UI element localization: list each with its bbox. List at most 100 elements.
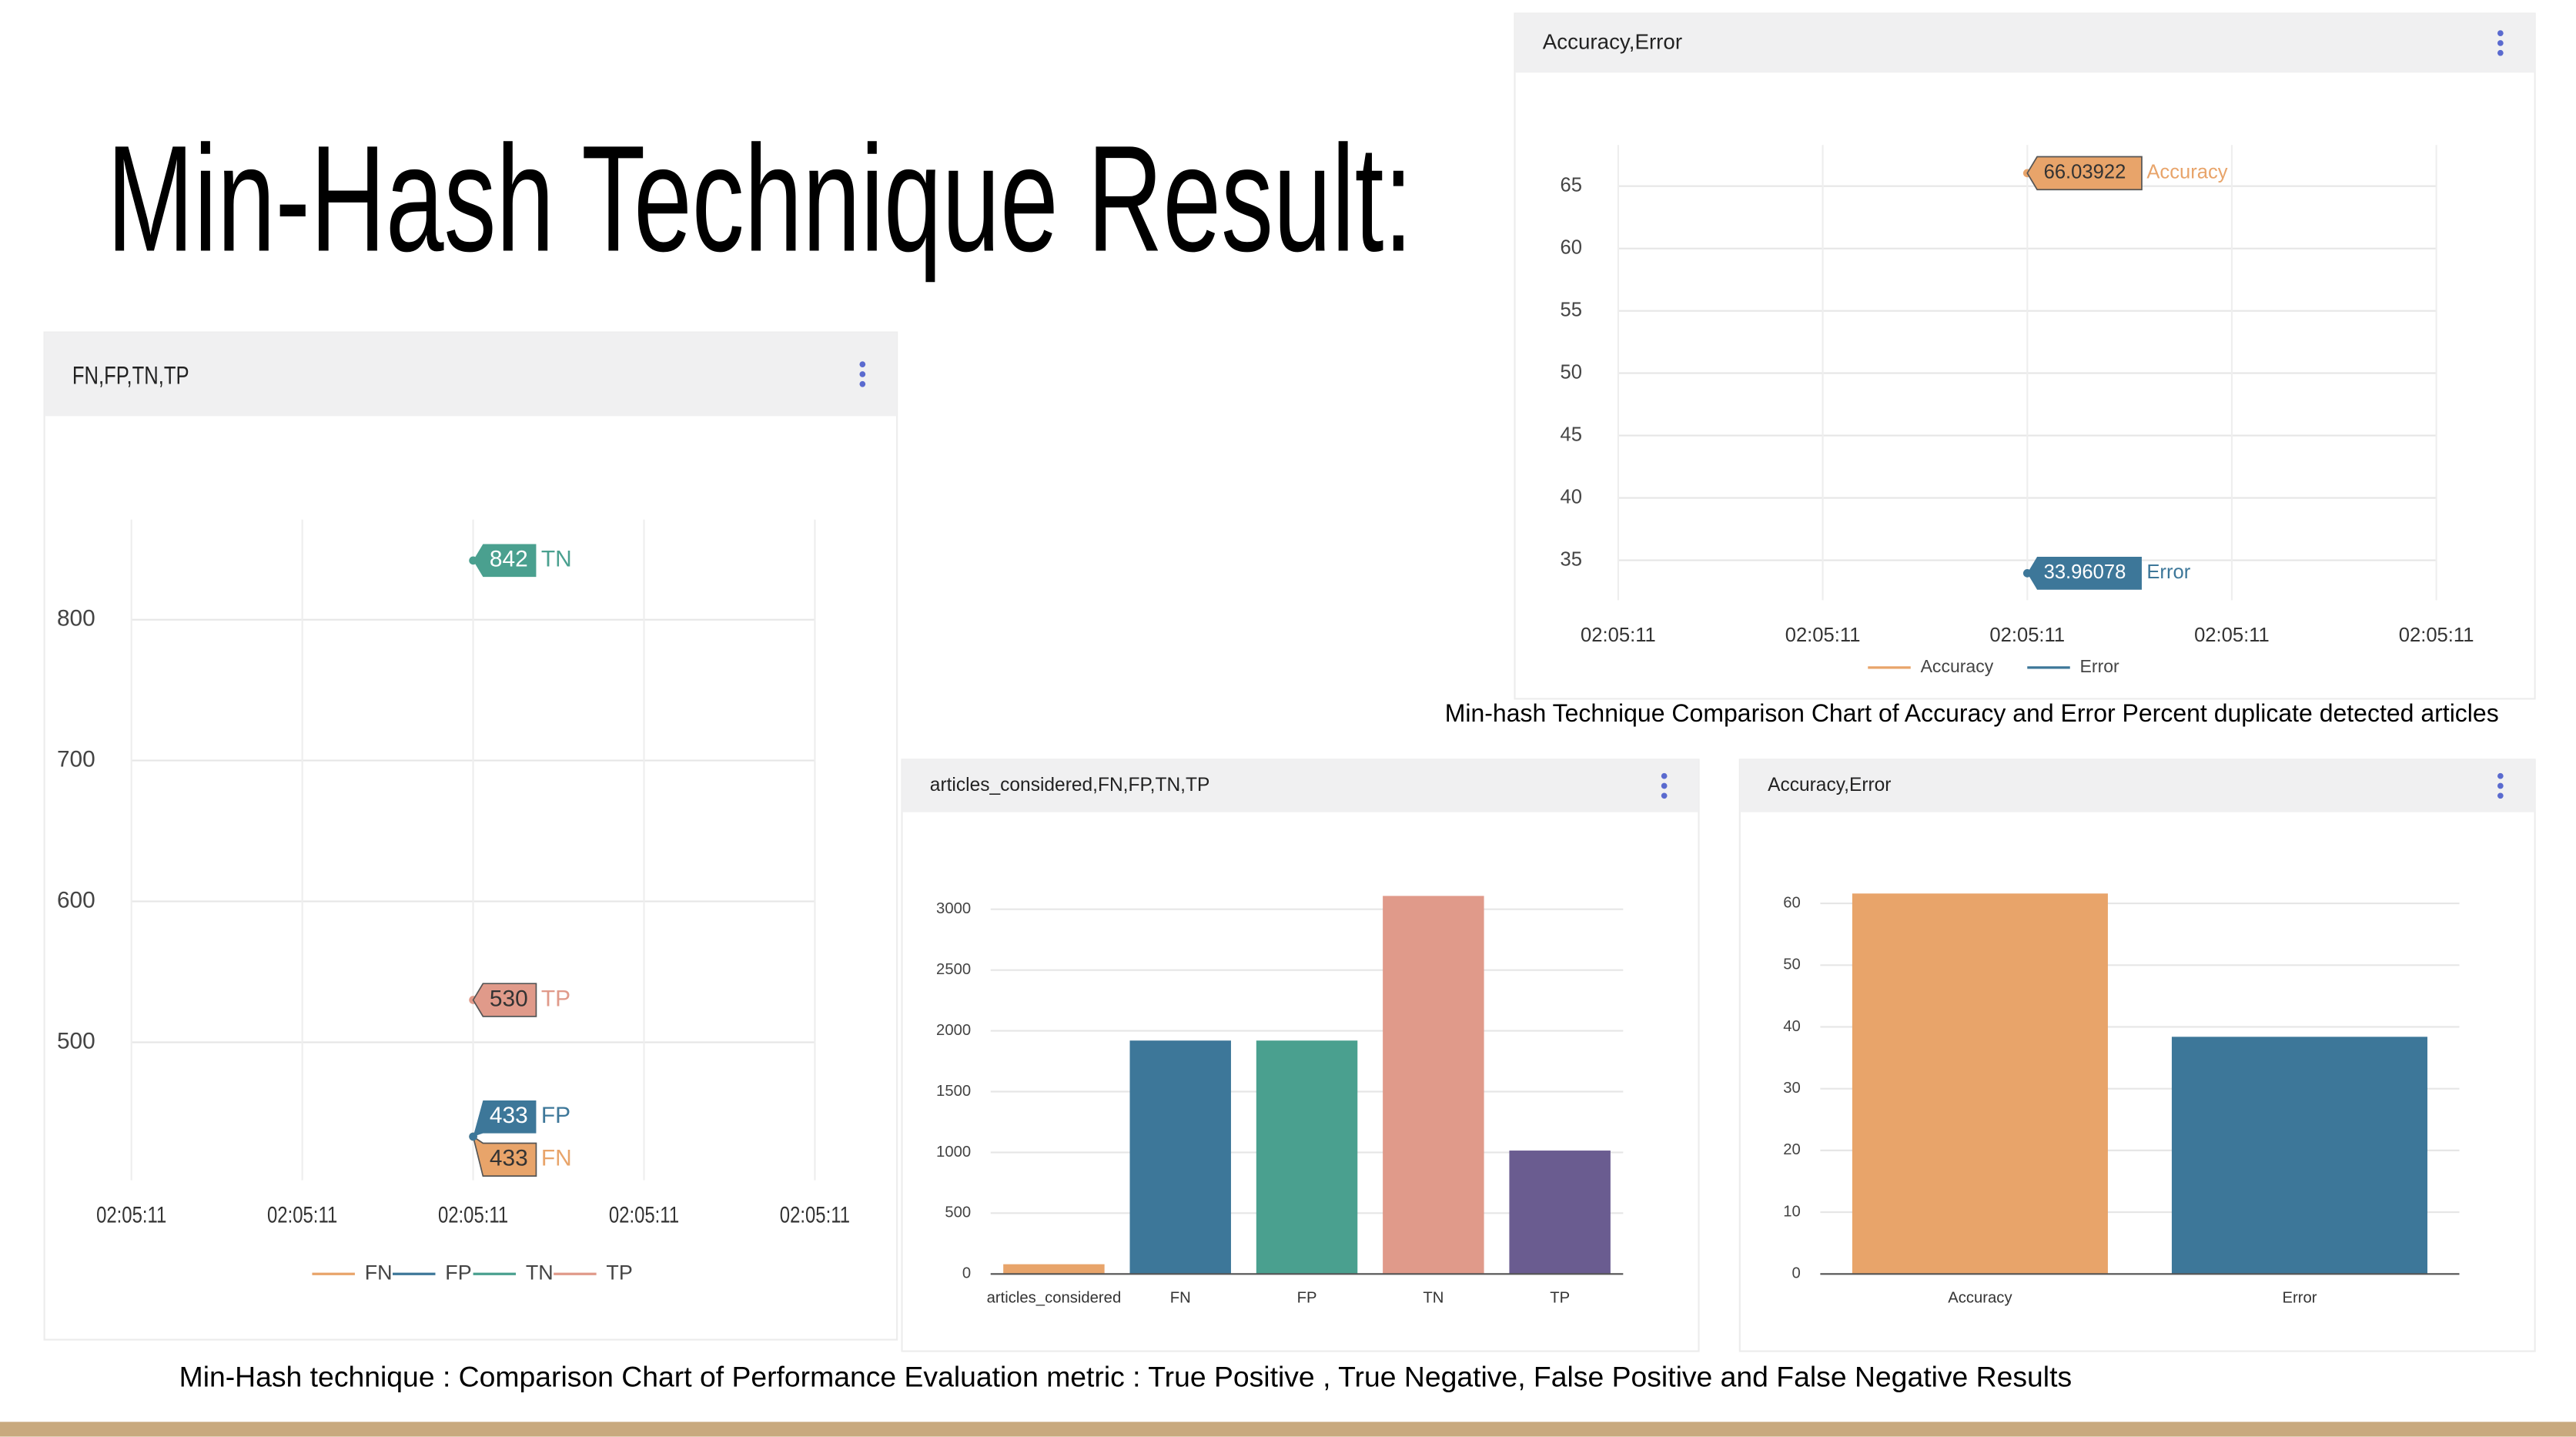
series-label: TN — [541, 547, 572, 572]
bar — [1256, 1040, 1358, 1275]
menu-dot — [2497, 49, 2504, 56]
menu-dot — [2497, 30, 2504, 36]
value-label: 530 — [490, 986, 528, 1011]
bar — [1129, 1040, 1231, 1275]
panel-title: Accuracy,Error — [1768, 775, 1891, 796]
series-label: Accuracy — [2146, 162, 2227, 183]
panel-title: Accuracy,Error — [1543, 29, 1682, 53]
bar — [1509, 1151, 1611, 1275]
caption: Min-hash Technique Comparison Chart of A… — [1445, 699, 2499, 727]
legend-label: FN — [365, 1261, 393, 1284]
menu-dot — [2497, 782, 2504, 789]
value-label-box — [473, 544, 537, 578]
value-label: 842 — [490, 547, 528, 572]
x-tick-label: 02:05:11 — [2399, 625, 2474, 646]
panel-header — [1514, 13, 2535, 73]
value-label-box — [472, 1134, 537, 1177]
bar — [1852, 893, 2108, 1275]
y-tick-label: 35 — [1561, 548, 1582, 570]
value-label: 433 — [490, 1103, 528, 1128]
x-tick-label: FN — [1170, 1290, 1191, 1307]
value-label: 433 — [490, 1146, 528, 1171]
value-label-box — [472, 983, 537, 1017]
menu-dot — [859, 361, 866, 367]
series-label: Error — [2146, 561, 2190, 583]
legend-label: TP — [606, 1261, 632, 1284]
y-tick-label: 50 — [1783, 956, 1801, 973]
bar — [1003, 1264, 1105, 1275]
menu-dot — [859, 380, 866, 387]
value-label-box — [2026, 156, 2143, 191]
menu-dot — [859, 371, 866, 377]
y-tick-label: 45 — [1561, 424, 1582, 445]
series-label: TP — [541, 986, 570, 1011]
y-tick-label: 1000 — [936, 1144, 971, 1161]
x-tick-label: 02:05:11 — [1785, 625, 1861, 646]
x-tick-label: 02:05:11 — [2194, 625, 2270, 646]
slide-title: Min-Hash Technique Result: — [107, 113, 1413, 283]
y-tick-label: 60 — [1561, 236, 1582, 258]
panel — [43, 331, 898, 1341]
x-tick-label: articles_considered — [987, 1290, 1122, 1307]
y-tick-label: 2500 — [936, 961, 971, 978]
y-tick-label: 600 — [57, 887, 95, 913]
x-tick-label: 02:05:11 — [609, 1202, 679, 1228]
legend-label: TN — [526, 1261, 554, 1284]
caption: Min-Hash technique : Comparison Chart of… — [179, 1361, 2073, 1393]
menu-dot — [1661, 772, 1668, 779]
x-tick-label: FP — [1297, 1290, 1317, 1307]
series-label: FP — [541, 1103, 570, 1128]
value-label: 33.96078 — [2044, 561, 2126, 583]
x-tick-label: 02:05:11 — [438, 1202, 508, 1228]
panel-title: articles_considered,FN,FP,TN,TP — [930, 775, 1210, 796]
x-tick-label: TN — [1423, 1290, 1444, 1307]
bar — [2171, 1037, 2427, 1275]
y-tick-label: 700 — [57, 746, 95, 772]
y-tick-label: 40 — [1783, 1018, 1801, 1035]
y-tick-label: 60 — [1783, 894, 1801, 911]
menu-dot — [1661, 782, 1668, 789]
footer-band — [0, 1422, 2576, 1437]
panel-header — [902, 759, 1699, 812]
panel-header — [1739, 759, 2535, 812]
y-tick-label: 500 — [945, 1204, 971, 1221]
y-tick-label: 50 — [1561, 361, 1582, 383]
x-tick-label: 02:05:11 — [96, 1202, 166, 1228]
menu-dot — [2497, 40, 2504, 46]
x-tick-label: 02:05:11 — [267, 1202, 337, 1228]
menu-dot — [2497, 772, 2504, 779]
x-tick-label: 02:05:11 — [1989, 625, 2065, 646]
y-tick-label: 500 — [57, 1028, 95, 1053]
bar — [1383, 896, 1484, 1275]
y-tick-label: 55 — [1561, 299, 1582, 320]
x-tick-label: 02:05:11 — [1581, 625, 1656, 646]
x-tick-label: Error — [2282, 1290, 2317, 1307]
menu-dot — [2497, 792, 2504, 799]
value-label-box — [2027, 557, 2142, 590]
y-tick-label: 1500 — [936, 1083, 971, 1100]
panel-header — [44, 332, 898, 417]
x-tick-label: 02:05:11 — [780, 1202, 850, 1228]
legend-label: Accuracy — [1921, 656, 1994, 676]
x-tick-label: TP — [1550, 1290, 1570, 1307]
value-label-box — [473, 1100, 537, 1137]
y-tick-label: 30 — [1783, 1080, 1801, 1097]
y-tick-label: 3000 — [936, 900, 971, 917]
y-tick-label: 0 — [1792, 1265, 1801, 1282]
menu-dot — [1661, 792, 1668, 799]
y-tick-label: 10 — [1783, 1203, 1801, 1220]
y-tick-label: 0 — [962, 1265, 971, 1282]
value-label: 66.03922 — [2044, 162, 2126, 183]
y-tick-label: 2000 — [936, 1022, 971, 1039]
series-label: FN — [541, 1146, 572, 1171]
y-tick-label: 800 — [57, 606, 95, 631]
y-tick-label: 65 — [1561, 174, 1582, 196]
legend-label: Error — [2080, 656, 2120, 676]
y-tick-label: 40 — [1561, 486, 1582, 507]
x-tick-label: Accuracy — [1948, 1290, 2012, 1307]
y-tick-label: 20 — [1783, 1141, 1801, 1158]
panel-title: FN,FP,TN,TP — [72, 363, 189, 390]
panel — [1514, 12, 2536, 700]
